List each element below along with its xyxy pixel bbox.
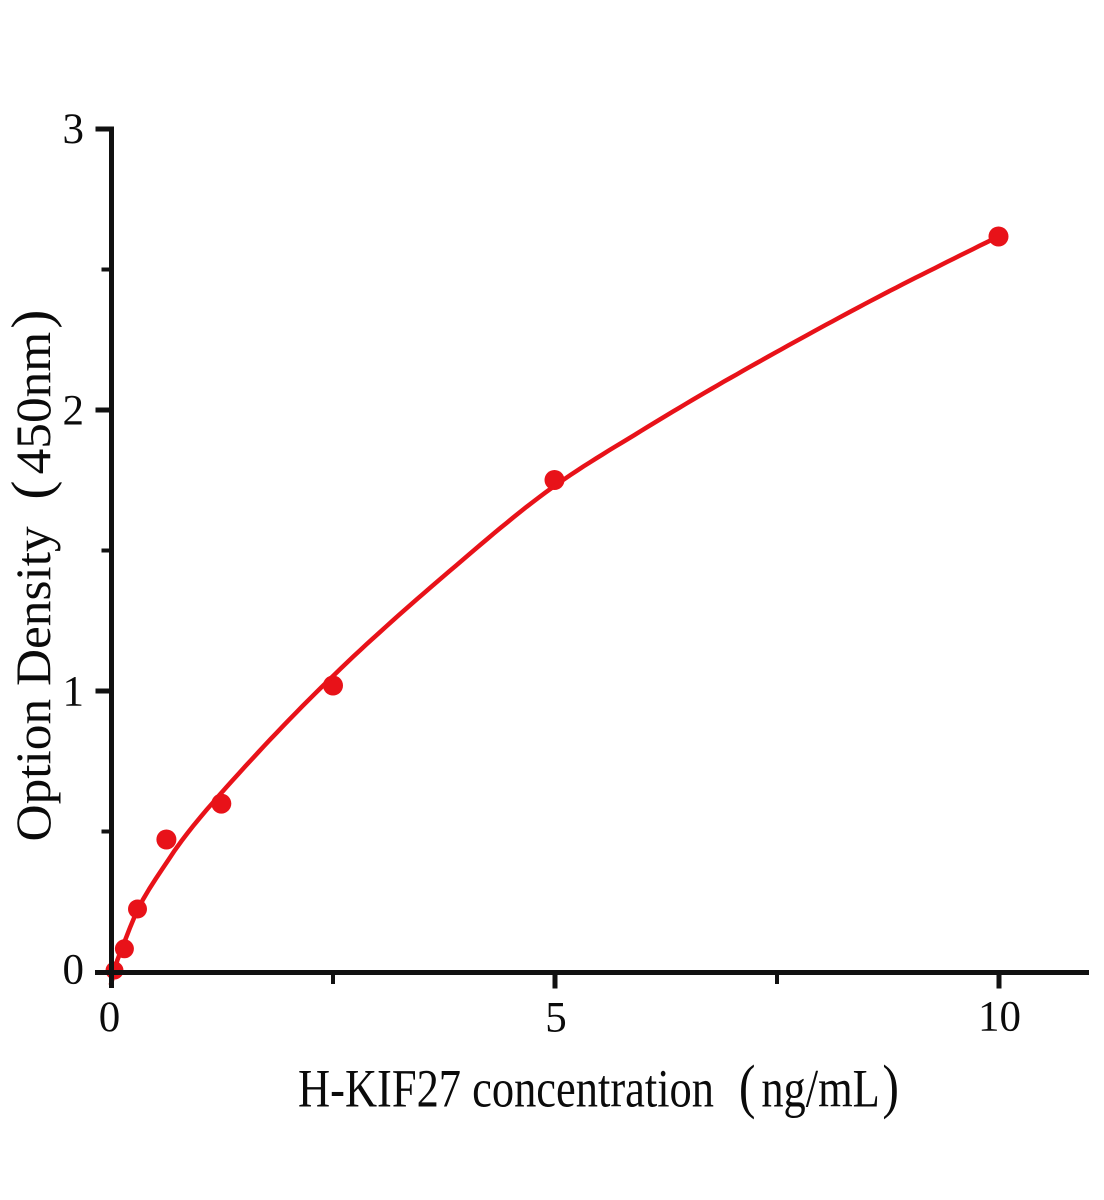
svg-text:H-KIF27 concentration(ng/mL): H-KIF27 concentration(ng/mL) <box>298 1053 899 1119</box>
svg-text:Option Density(450nm): Option Density(450nm) <box>1 310 63 842</box>
svg-text:0: 0 <box>63 947 85 994</box>
svg-text:3: 3 <box>63 106 85 153</box>
svg-text:5: 5 <box>545 995 567 1042</box>
svg-text:10: 10 <box>978 994 1021 1041</box>
svg-text:2: 2 <box>63 388 85 435</box>
svg-text:1: 1 <box>63 669 85 716</box>
svg-text:0: 0 <box>99 994 121 1041</box>
